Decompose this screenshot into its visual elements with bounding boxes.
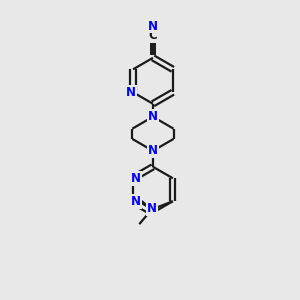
Text: N: N — [148, 110, 158, 123]
Text: C: C — [148, 29, 157, 42]
Text: N: N — [126, 86, 136, 99]
Text: N: N — [131, 195, 141, 208]
Text: N: N — [147, 202, 157, 215]
Text: N: N — [131, 172, 141, 185]
Text: N: N — [148, 20, 158, 32]
Text: N: N — [148, 144, 158, 158]
